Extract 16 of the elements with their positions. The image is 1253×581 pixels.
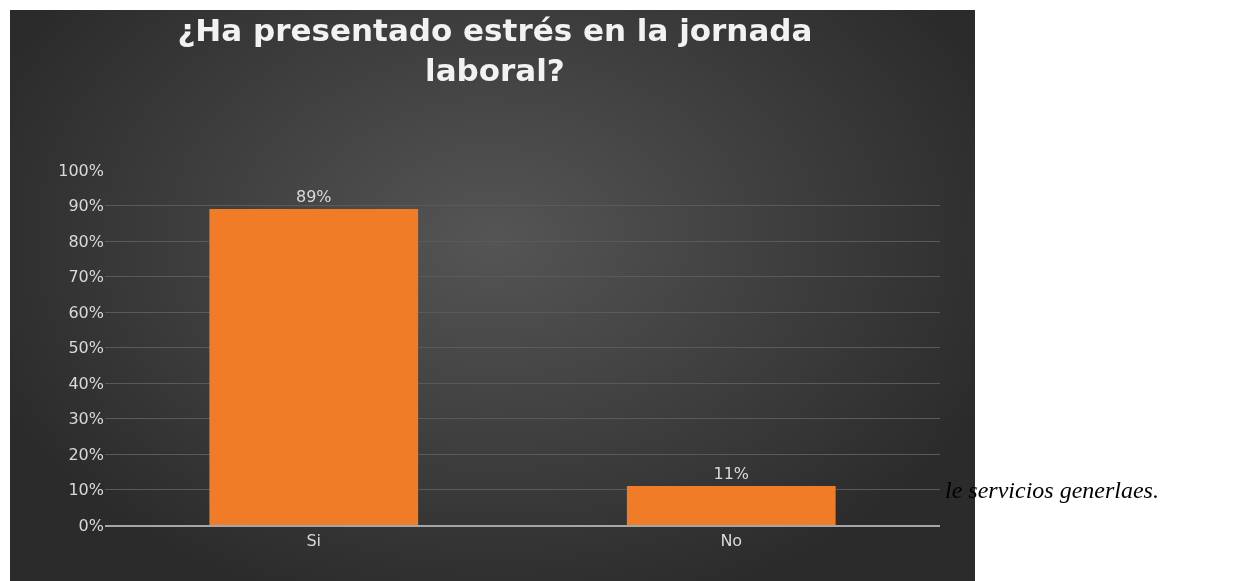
- data-label: 89%: [295, 187, 332, 207]
- y-tick-label: 80%: [68, 231, 104, 251]
- y-tick-label: 100%: [58, 160, 104, 180]
- x-tick-label: No: [720, 531, 743, 551]
- x-tick-label: Si: [306, 531, 322, 551]
- y-tick-label: 20%: [68, 444, 104, 464]
- chart-title: ¿Ha presentado estrés en la jornada laboral?: [177, 11, 813, 88]
- data-label: 11%: [713, 463, 750, 483]
- y-tick-label: 40%: [68, 373, 104, 393]
- y-tick-label: 90%: [68, 196, 104, 216]
- y-tick-label: 0%: [78, 515, 104, 535]
- y-tick-label: 50%: [68, 338, 104, 358]
- y-tick-label: 60%: [68, 302, 104, 322]
- y-tick-label: 70%: [68, 267, 104, 287]
- y-tick-label: 10%: [68, 480, 104, 500]
- y-tick-label: 30%: [68, 409, 104, 429]
